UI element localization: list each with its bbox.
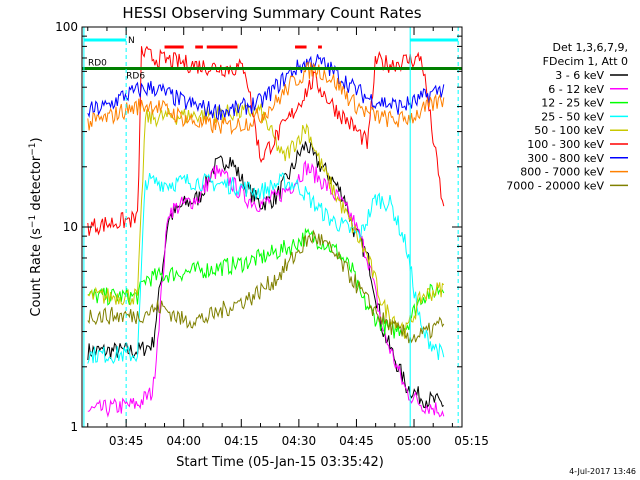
y-axis-label-sup: −1 <box>28 215 38 228</box>
legend-header-0: Det 1,3,6,7,9, <box>552 41 628 54</box>
legend-label-5: 100 - 300 keV <box>527 138 604 151</box>
y-tick-label-0: 1 <box>70 420 78 434</box>
axis-layer: 03:45 04:00 04:15 04:30 04:45 05:00 05:15 1 10 10… <box>55 20 489 448</box>
rd0-label: RD0 <box>88 59 107 69</box>
series-line-3 <box>87 172 445 365</box>
footer-date: 4-Jul-2017 13:46 <box>569 467 636 476</box>
x-axis-label: Start Time (05-Jan-15 03:35:42) <box>176 455 384 470</box>
y-axis-label-tail: detector <box>29 155 44 215</box>
x-tick-label-5: 05:00 <box>397 434 432 448</box>
x-tick-label-2: 04:15 <box>224 434 259 448</box>
x-tick-label-3: 04:30 <box>282 434 317 448</box>
y-tick-label-2: 100 <box>55 20 78 34</box>
legend-label-0: 3 - 6 keV <box>555 69 604 82</box>
series-line-7 <box>87 61 445 136</box>
y-tick-label-1: 10 <box>63 220 78 234</box>
y-axis-label-base: Count Rate (s <box>29 228 44 317</box>
x-tick-label-6: 05:15 <box>454 434 489 448</box>
y-axis-label-close: ) <box>29 137 44 142</box>
series-line-4 <box>87 103 445 339</box>
series-line-6 <box>87 54 445 121</box>
legend-label-6: 300 - 800 keV <box>527 152 604 165</box>
series-layer <box>87 45 445 418</box>
series-line-8 <box>87 229 445 344</box>
series-line-2 <box>87 227 445 339</box>
rd6-label: RD6 <box>126 72 145 82</box>
legend-header-1: FDecim 1, Att 0 <box>543 55 628 68</box>
legend-label-2: 12 - 25 keV <box>541 97 604 110</box>
x-tick-label-0: 03:45 <box>109 434 144 448</box>
legend-label-1: 6 - 12 keV <box>548 83 604 96</box>
legend: Det 1,3,6,7,9,FDecim 1, Att 03 - 6 keV6 … <box>506 41 628 192</box>
legend-label-8: 7000 - 20000 keV <box>506 179 604 192</box>
x-tick-label-4: 04:45 <box>339 434 374 448</box>
y-axis-label-sup2: −1 <box>28 142 38 155</box>
legend-label-7: 800 - 7000 keV <box>520 166 604 179</box>
night-label: N <box>128 36 135 46</box>
x-tick-label-1: 04:00 <box>166 434 201 448</box>
legend-label-3: 25 - 50 keV <box>541 110 604 123</box>
y-axis-label: Count Rate (s−1 detector−1) <box>28 137 44 316</box>
legend-label-4: 50 - 100 keV <box>534 124 604 137</box>
chart-title: HESSI Observing Summary Count Rates <box>122 4 421 22</box>
